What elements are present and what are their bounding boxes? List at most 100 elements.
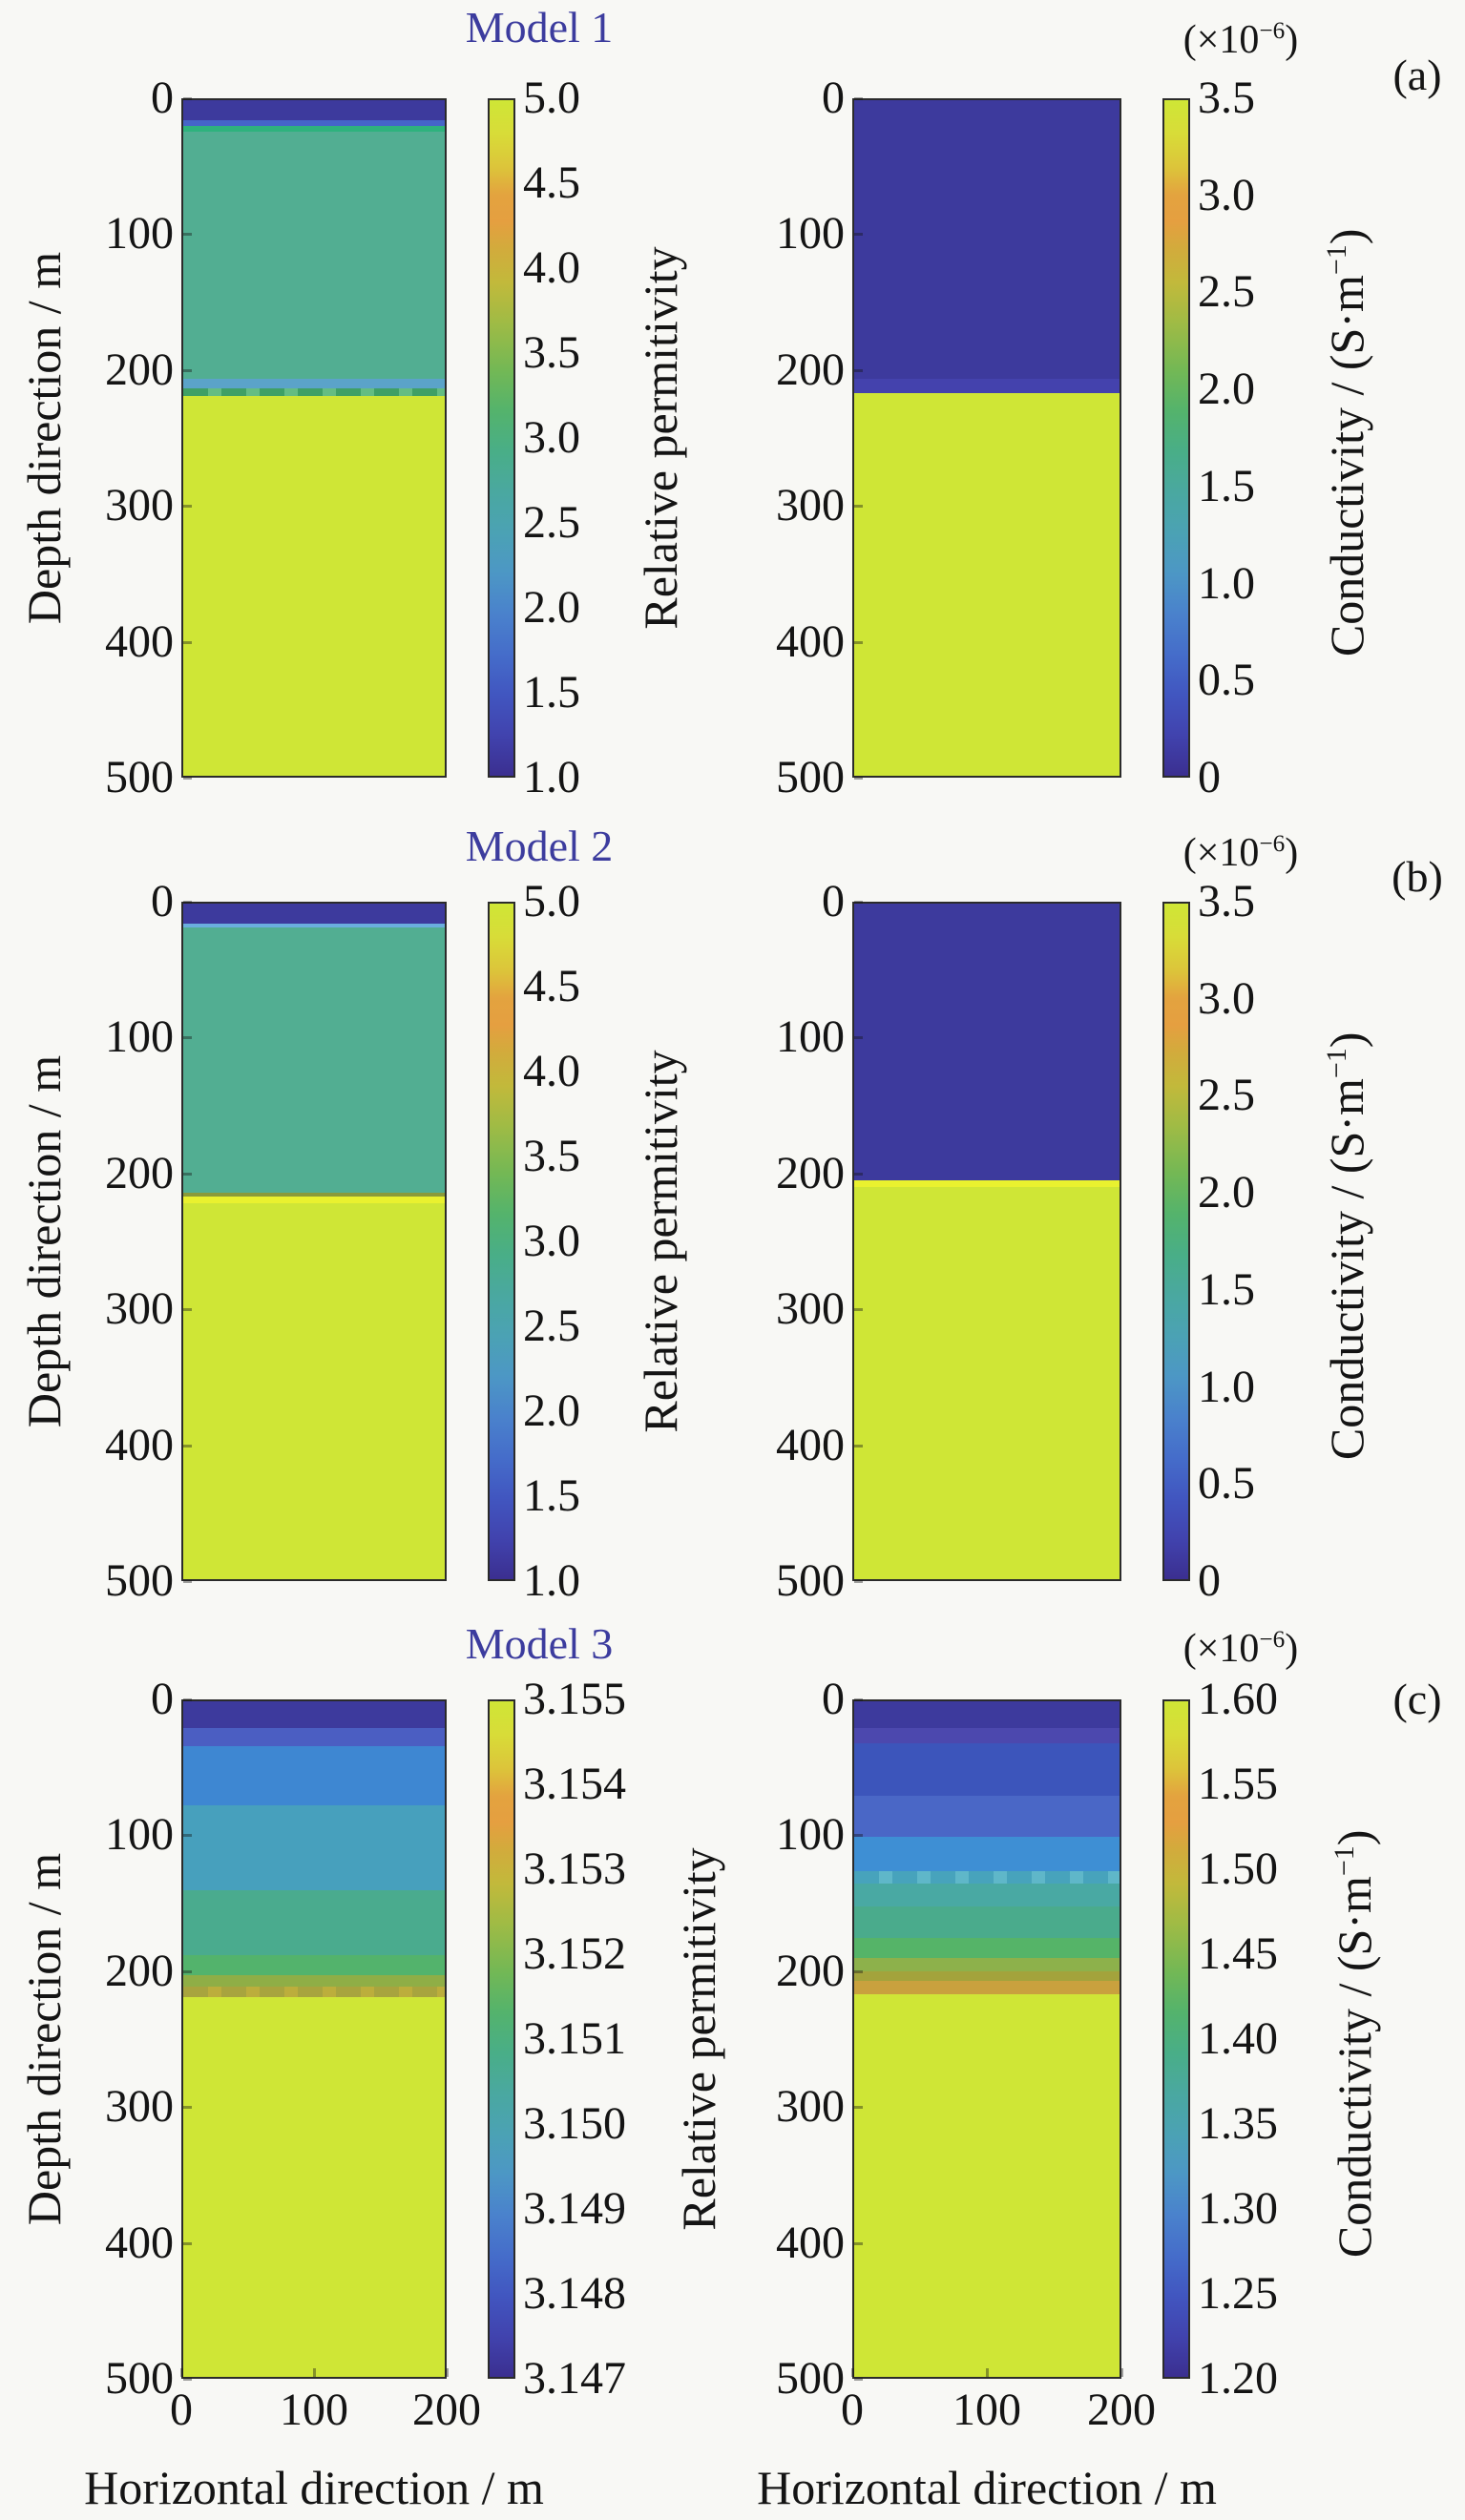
model-2-permittivity-plot: [181, 902, 447, 1581]
tick-mark: [854, 1172, 863, 1176]
depth-tick-label: 500: [776, 1555, 845, 1606]
tick-mark: [313, 2368, 316, 2377]
depth-tick-label: 500: [105, 752, 174, 802]
colorbar-tick-label: 4.5: [523, 157, 580, 208]
tick-mark: [183, 901, 192, 904]
colorbar-tick-label: 5.0: [523, 73, 580, 123]
tick-mark: [854, 640, 863, 644]
model-2-conductivity-plot: [852, 902, 1121, 1581]
permittivity-layer: [183, 1203, 445, 1579]
depth-tick-label: 500: [776, 2353, 845, 2404]
depth-tick-label: 200: [776, 1147, 845, 1198]
multiplier-suffix: ): [1285, 831, 1299, 875]
conductivity-layer: [854, 100, 1120, 379]
tick-mark: [183, 1580, 192, 1583]
colorbar-tick-label: 1.60: [1198, 1674, 1278, 1724]
colorbar-tick-label: 1.5: [1198, 1263, 1255, 1315]
depth-tick-label: 0: [822, 876, 845, 927]
permittivity-layer: [183, 100, 445, 121]
tick-mark: [854, 1969, 863, 1973]
tick-mark: [183, 640, 192, 644]
tick-mark: [854, 97, 863, 100]
colorbar-tick-label: 2.0: [523, 1385, 580, 1436]
model-3-permittivity-plot: [181, 1699, 447, 2379]
tick-mark: [183, 97, 192, 100]
conductivity-layer: [854, 1728, 1120, 1743]
colorbar-tick-label: 3.148: [523, 2268, 626, 2319]
colorbar-tick-label: 1.5: [523, 1470, 580, 1521]
permittivity-colorbar: [488, 1699, 515, 2379]
colorbar-tick-label: 1.25: [1198, 2268, 1278, 2319]
depth-tick-label: 300: [776, 1283, 845, 1335]
permittivity-layer: [183, 125, 445, 132]
model-1-permittivity-plot: [181, 98, 447, 778]
conductivity-layer: [854, 1884, 1120, 1907]
depth-tick-label: 200: [105, 344, 174, 395]
conductivity-layer: [854, 1981, 1120, 1995]
tick-mark: [854, 368, 863, 372]
tick-mark: [183, 2241, 192, 2245]
depth-tick-label: 200: [105, 1945, 174, 1996]
conductivity-label-exponent: −1: [1321, 244, 1353, 276]
colorbar-tick-label: 1.20: [1198, 2353, 1278, 2404]
model-1-conductivity-plot: [852, 98, 1121, 778]
colorbar-tick-label: 1.45: [1198, 1928, 1278, 1979]
row-title: Model 1: [465, 3, 614, 52]
depth-tick-label: 500: [105, 1555, 174, 1606]
tick-mark: [854, 1036, 863, 1040]
conductivity-label-prefix: Conductivity / (S·m: [1327, 1876, 1381, 2259]
conductivity-colorbar: [1162, 902, 1190, 1581]
colorbar-tick-label: 4.0: [523, 1046, 580, 1096]
colorbar-tick-label: 1.5: [1198, 460, 1255, 511]
colorbar-tick-label: 3.5: [523, 327, 580, 378]
depth-tick-label: 100: [105, 208, 174, 260]
conductivity-layer: [854, 1180, 1120, 1188]
conductivity-layer: [854, 1836, 1120, 1872]
conductivity-colorbar: [1162, 98, 1190, 778]
multiplier-prefix: (×10: [1182, 1627, 1260, 1671]
permittivity-layer: [183, 1701, 445, 1729]
multiplier-prefix: (×10: [1182, 831, 1260, 875]
horizontal-tick-label: 100: [952, 2385, 1021, 2435]
colorbar-tick-label: 3.147: [523, 2353, 626, 2404]
tick-mark: [183, 2106, 192, 2110]
permittivity-layer: [183, 120, 445, 126]
depth-tick-label: 200: [776, 1945, 845, 1996]
depth-tick-label: 400: [105, 1419, 174, 1470]
permittivity-layer: [183, 1997, 445, 2377]
tick-mark: [854, 901, 863, 904]
tick-mark: [986, 2368, 989, 2377]
horizontal-axis-label: Horizontal direction / m: [757, 2461, 1217, 2514]
horizontal-tick-label: 0: [841, 2385, 864, 2435]
colorbar-tick-label: 2.5: [523, 1301, 580, 1351]
conductivity-label-suffix: ): [1327, 1829, 1381, 1846]
tick-mark: [183, 1308, 192, 1312]
depth-tick-label: 300: [105, 1283, 174, 1335]
conductivity-label-prefix: Conductivity / (S·m: [1319, 275, 1373, 657]
conductivity-label-suffix: ): [1319, 228, 1373, 245]
conductivity-label-exponent: −1: [1321, 1048, 1353, 1079]
multiplier-suffix: ): [1285, 1627, 1299, 1671]
colorbar-tick-label: 3.5: [1198, 73, 1255, 123]
colorbar-tick-label: 3.5: [523, 1131, 580, 1181]
row-title: Model 3: [465, 1619, 614, 1668]
colorbar-tick-label: 1.0: [1198, 557, 1255, 609]
colorbar-tick-label: 3.152: [523, 1928, 626, 1979]
tick-mark: [446, 2368, 449, 2377]
conductivity-layer: [854, 1871, 1120, 1885]
permittivity-layer: [183, 1955, 445, 1976]
permittivity-layer: [183, 904, 445, 925]
permittivity-colorbar: [488, 98, 515, 778]
conductivity-layer: [854, 1187, 1120, 1579]
permittivity-layer: [183, 924, 445, 928]
colorbar-tick-label: 1.30: [1198, 2183, 1278, 2234]
tick-mark: [183, 1036, 192, 1040]
colorbar-tick-label: 1.0: [523, 1555, 580, 1606]
multiplier-suffix: ): [1285, 18, 1299, 62]
permittivity-colorbar: [488, 902, 515, 1581]
colorbar-tick-label: 3.150: [523, 2098, 626, 2149]
permittivity-layer: [183, 1193, 445, 1198]
depth-tick-label: 400: [105, 615, 174, 667]
colorbar-tick-label: 1.50: [1198, 1843, 1278, 1894]
depth-tick-label: 0: [822, 73, 845, 123]
